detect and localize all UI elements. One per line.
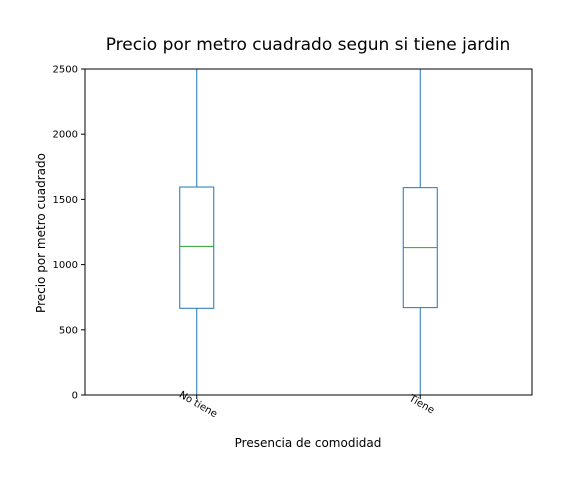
y-tick-label: 2500: [53, 65, 78, 76]
y-tick-label: 0: [72, 391, 78, 402]
y-tick-label: 2000: [53, 130, 78, 141]
chart-title: Precio por metro cuadrado segun si tiene…: [106, 35, 511, 55]
axes-frame: [84, 68, 533, 396]
y-tick-label: 1500: [53, 195, 78, 206]
x-tick-label: No tiene: [177, 390, 219, 421]
plot-area: 0 500 1000 1500 2000 2500 No tiene Tiene: [53, 65, 533, 421]
x-tick-label: Tiene: [406, 393, 436, 417]
box-iqr: [179, 186, 215, 309]
y-tick-label: 1000: [53, 260, 78, 271]
x-axis-label: Presencia de comodidad: [235, 436, 382, 450]
y-tick-label: 500: [59, 325, 78, 336]
y-axis-label: Precio por metro cuadrado: [34, 153, 48, 313]
